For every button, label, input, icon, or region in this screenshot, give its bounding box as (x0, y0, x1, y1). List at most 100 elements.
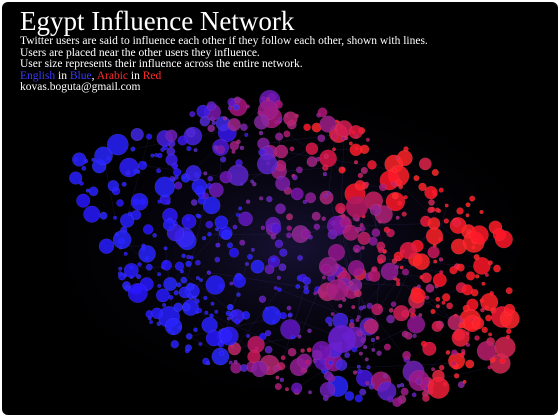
user-node (344, 352, 351, 358)
user-node (186, 254, 191, 260)
user-node (258, 130, 264, 136)
user-node (274, 239, 284, 249)
user-node (438, 187, 444, 193)
user-node (388, 307, 394, 313)
user-node (291, 382, 303, 394)
user-node (481, 281, 486, 286)
user-node (251, 360, 268, 378)
user-node (470, 288, 479, 297)
user-node (386, 314, 395, 324)
user-node (368, 383, 375, 390)
user-node (157, 199, 162, 204)
user-node (286, 213, 294, 221)
user-node (125, 170, 131, 176)
user-node (349, 143, 363, 157)
user-node (245, 199, 251, 204)
email: kovas.boguta@gmail.com (20, 81, 141, 93)
user-node (211, 120, 217, 126)
user-node (493, 264, 501, 273)
user-node (479, 209, 484, 215)
user-node (385, 191, 406, 212)
user-node (435, 304, 440, 309)
user-node (319, 382, 336, 398)
user-node (503, 303, 516, 316)
user-node (204, 310, 209, 315)
user-node (154, 176, 176, 198)
user-node (107, 133, 129, 156)
user-node (339, 217, 350, 228)
user-node (185, 260, 192, 268)
user-node (317, 134, 326, 143)
user-node (462, 304, 470, 313)
user-node (202, 192, 209, 200)
user-node (246, 333, 251, 338)
user-node (364, 357, 369, 362)
user-node (441, 300, 446, 305)
user-node (313, 291, 318, 296)
user-node (369, 204, 382, 216)
user-node (277, 287, 282, 292)
user-node (196, 307, 203, 314)
user-node (443, 218, 449, 224)
user-node (307, 328, 312, 334)
user-node (274, 144, 289, 159)
user-node (475, 274, 480, 279)
user-node (317, 107, 328, 118)
user-node (485, 314, 492, 322)
user-node (202, 196, 221, 215)
user-node (150, 153, 155, 158)
user-node (488, 332, 493, 337)
caption: Egypt Influence Network Twitter users ar… (20, 6, 428, 94)
user-node (205, 220, 214, 229)
user-node (113, 215, 118, 220)
user-node (319, 115, 337, 133)
edge (350, 282, 419, 287)
user-node (207, 232, 212, 237)
user-node (165, 318, 183, 336)
user-node (76, 193, 91, 208)
user-node (433, 259, 438, 264)
user-node (264, 329, 272, 337)
user-node (228, 247, 239, 258)
legend-word: Arabic (96, 69, 128, 82)
user-node (239, 239, 246, 246)
user-node (253, 114, 269, 130)
user-node (289, 146, 295, 152)
user-node (231, 149, 236, 154)
user-node (451, 360, 457, 367)
legend-word: Red (142, 69, 162, 82)
user-node (456, 207, 464, 215)
description-line: Users are placed near the other users th… (20, 46, 260, 59)
user-node (198, 342, 203, 347)
user-node (305, 359, 311, 365)
user-node (326, 279, 348, 301)
user-node (453, 373, 460, 379)
user-node (157, 272, 162, 277)
user-node (191, 178, 208, 195)
user-node (258, 295, 267, 303)
user-node (247, 253, 253, 260)
user-node (203, 171, 208, 176)
user-node (136, 274, 142, 280)
user-node (286, 232, 292, 239)
user-node (91, 157, 96, 162)
user-node (354, 179, 366, 191)
user-node (457, 381, 465, 389)
user-node (377, 381, 397, 401)
user-node (354, 248, 359, 253)
user-node (410, 287, 426, 304)
user-node (338, 303, 343, 308)
user-node (321, 275, 326, 280)
user-node (250, 247, 255, 252)
user-node (290, 187, 304, 201)
user-node (180, 276, 188, 284)
user-node (432, 273, 447, 288)
edge (181, 271, 235, 314)
user-node (305, 142, 319, 155)
user-node (376, 350, 382, 356)
user-node (173, 168, 182, 177)
user-node (112, 230, 132, 249)
user-node (442, 293, 451, 302)
user-node (418, 182, 427, 192)
user-node (280, 355, 286, 361)
